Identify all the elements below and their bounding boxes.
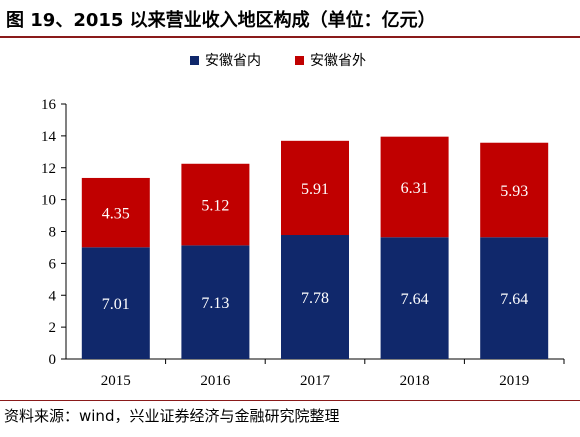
legend-label-1: 安徽省内 xyxy=(205,53,261,69)
data-label: 7.64 xyxy=(500,291,528,308)
data-label: 7.13 xyxy=(201,295,229,312)
bar-segment-2-2015 xyxy=(81,177,150,248)
data-label: 7.01 xyxy=(102,296,130,313)
bar-segment-1-2017 xyxy=(281,235,349,359)
y-tick-label: 4 xyxy=(49,288,57,304)
x-tick-label: 2018 xyxy=(400,373,430,389)
y-tick-label: 2 xyxy=(49,320,57,336)
x-tick-label: 2015 xyxy=(101,373,131,389)
legend-swatch-1 xyxy=(190,56,199,65)
data-label: 7.64 xyxy=(401,291,429,308)
y-tick-label: 0 xyxy=(49,352,57,368)
y-tick-label: 6 xyxy=(49,256,57,272)
legend: 安徽省内 安徽省外 xyxy=(190,53,366,69)
data-label: 5.12 xyxy=(201,198,229,215)
title-divider xyxy=(0,36,580,38)
x-tick-label: 2017 xyxy=(300,373,331,389)
legend-swatch-2 xyxy=(295,56,304,65)
bar-segment-2-2017 xyxy=(281,140,349,236)
legend-label-2: 安徽省外 xyxy=(310,53,366,69)
title-bar: 图 19、2015 以来营业收入地区构成（单位：亿元） xyxy=(0,0,580,38)
bar-segment-1-2018 xyxy=(380,237,449,359)
bars: 7.01 4.35 7.13 5.12 7.78 5.91 7.64 6.31 7.64 5.93 xyxy=(81,136,549,359)
data-label: 4.35 xyxy=(102,206,130,223)
y-tick-label: 8 xyxy=(49,225,57,241)
bar-segment-2-2018 xyxy=(380,136,449,238)
bar-segment-1-2016 xyxy=(181,245,250,359)
x-tick-label: 2016 xyxy=(200,373,231,389)
chart-title: 图 19、2015 以来营业收入地区构成（单位：亿元） xyxy=(6,10,436,31)
bar-segment-1-2015 xyxy=(81,247,150,359)
data-label: 6.31 xyxy=(401,180,429,197)
y-tick-label: 16 xyxy=(41,97,57,113)
y-tick-label: 14 xyxy=(41,129,57,145)
bar-segment-2-2016 xyxy=(181,163,250,246)
y-tick-label: 10 xyxy=(41,193,56,209)
data-label: 5.93 xyxy=(500,183,528,200)
x-axis: 2015 2016 2017 2018 2019 xyxy=(66,358,565,389)
y-axis: 0 2 4 6 8 10 12 14 16 xyxy=(41,97,67,368)
bar-segment-2-2019 xyxy=(480,142,549,238)
data-label: 5.91 xyxy=(301,181,329,198)
data-label: 7.78 xyxy=(301,290,329,307)
source-note: 资料来源：wind，兴业证券经济与金融研究院整理 xyxy=(4,407,340,425)
footer-divider xyxy=(0,400,580,401)
y-tick-label: 12 xyxy=(41,161,56,177)
bar-segment-1-2019 xyxy=(480,237,549,359)
x-tick-label: 2019 xyxy=(499,373,529,389)
